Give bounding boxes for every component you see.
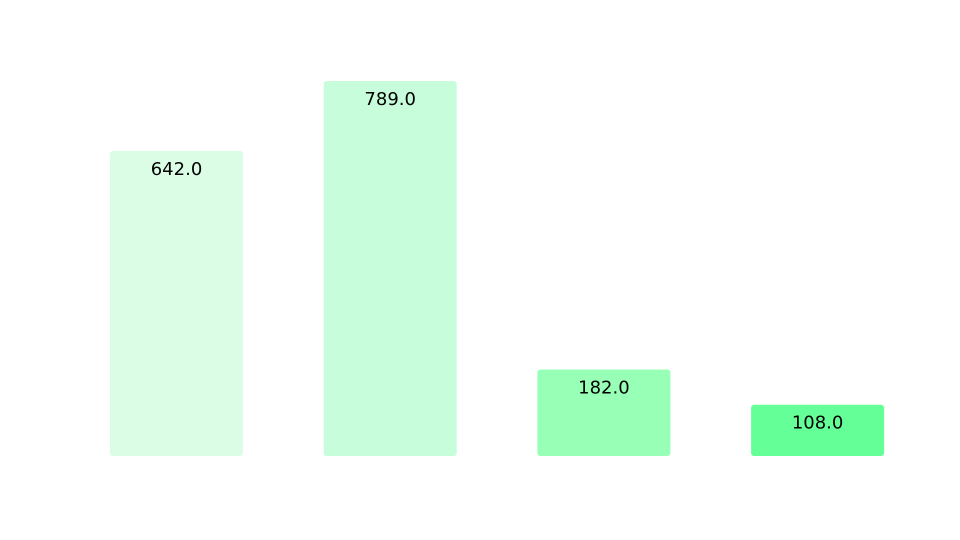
bar-value-label-1: 642.0 — [151, 159, 203, 180]
bar-value-label-3: 182.0 — [578, 378, 630, 399]
bar-value-label-4: 108.0 — [792, 413, 844, 434]
bar-2 — [323, 81, 457, 456]
bar-3 — [537, 369, 671, 456]
plot-area: 642.0 789.0 182.0 108.0 — [110, 81, 885, 456]
bar-4 — [751, 404, 885, 456]
bar-value-label-2: 789.0 — [364, 89, 416, 110]
bar-1 — [110, 150, 243, 456]
